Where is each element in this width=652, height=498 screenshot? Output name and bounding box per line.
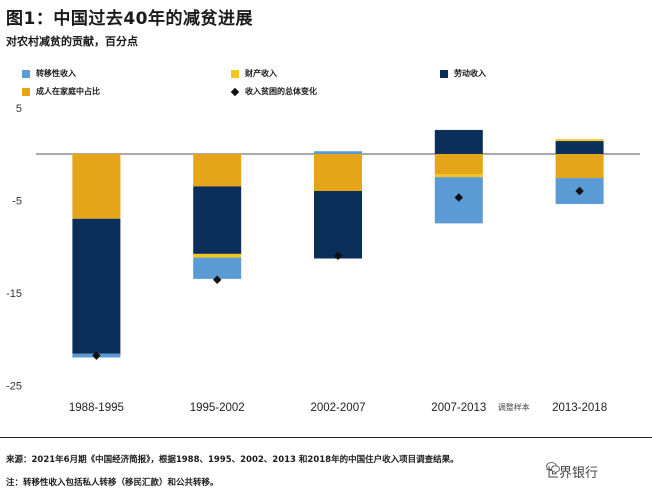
legend-item-total-change: 收入贫困的总体变化 — [230, 86, 317, 97]
bar-segment — [314, 191, 362, 259]
bar-segment — [72, 218, 121, 354]
bar-segment — [555, 139, 604, 142]
page-subtitle: 对农村减贫的贡献，百分点 — [6, 35, 138, 48]
stacked-bar-chart: 5 -5 -15 -25 1988-1995 1995-2002 2002-2007 2007… — [6, 103, 640, 414]
watermark: 世界银行 — [546, 462, 598, 481]
bar-segment — [314, 151, 362, 154]
bar-segment — [193, 154, 242, 187]
x-tick-label: 2013-2018 — [552, 402, 607, 414]
legend-item-adult-share: 成人在家庭中占比 — [22, 86, 100, 97]
legend-label: 财产收入 — [245, 69, 277, 78]
page-title: 图1：中国过去40年的减贫进展 — [6, 9, 253, 29]
total-change-marker — [454, 193, 464, 202]
y-tick-label: -15 — [6, 288, 22, 300]
bar-segment — [193, 253, 242, 258]
legend-label: 转移性收入 — [36, 69, 76, 78]
wechat-icon — [546, 462, 560, 473]
bar-segment — [555, 141, 604, 154]
bar-segment — [555, 154, 604, 179]
legend-label: 劳动收入 — [454, 69, 486, 78]
footnote: 注：转移性收入包括私人转移（移民汇款）和公共转移。 — [6, 478, 219, 488]
y-tick-label: 5 — [16, 103, 22, 115]
bar-segment — [434, 129, 483, 154]
x-tick-label: 1988-1995 — [69, 402, 124, 414]
x-tick-label: 1995-2002 — [190, 402, 245, 414]
bar-segment — [193, 257, 242, 279]
legend-label: 成人在家庭中占比 — [36, 87, 100, 96]
total-change-marker — [333, 251, 343, 260]
x-tick-label: 2002-2007 — [311, 402, 366, 414]
total-change-marker — [92, 351, 101, 360]
source-note: 来源：2021年6月期《中国经济简报》，根据1988、1995、2002、201… — [6, 455, 459, 465]
x-tick-label: 2007-2013 — [431, 402, 486, 414]
footer-divider — [0, 437, 652, 438]
legend-label: 收入贫困的总体变化 — [245, 87, 317, 96]
bar-segment — [434, 174, 483, 178]
y-tick-label: -5 — [12, 195, 22, 207]
bar-segment — [72, 154, 121, 219]
legend-swatch — [440, 69, 448, 78]
legend-item-property-income: 财产收入 — [231, 68, 277, 79]
bar-segment — [193, 186, 242, 254]
total-change-marker — [212, 275, 222, 285]
legend-item-labor-income: 劳动收入 — [440, 68, 486, 79]
bar-segment — [434, 154, 483, 175]
legend-swatch — [22, 69, 30, 78]
legend-swatch — [22, 87, 30, 96]
bar-segment — [314, 154, 362, 191]
x-tick-suffix: 调整样本 — [498, 402, 530, 412]
y-tick-label: -25 — [6, 380, 22, 392]
legend-item-transfer-income: 转移性收入 — [22, 68, 76, 79]
legend-swatch — [231, 69, 239, 78]
